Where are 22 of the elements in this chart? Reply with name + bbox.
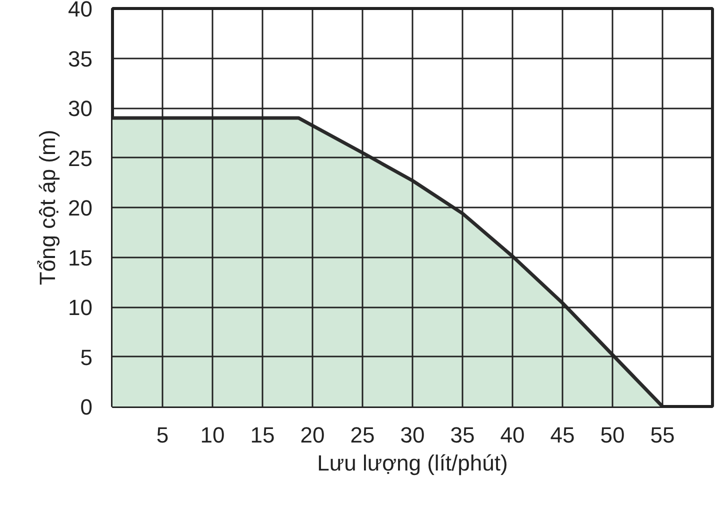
y-tick-label: 20 [68, 196, 93, 220]
y-tick-label: 35 [68, 46, 93, 72]
y-tick-label: 10 [68, 295, 93, 320]
x-tick-label: 5 [156, 422, 169, 448]
x-tick-label: 45 [550, 422, 575, 448]
x-tick-label: 25 [350, 422, 375, 448]
x-tick-label: 30 [400, 422, 425, 448]
x-tick-label: 40 [500, 422, 525, 448]
y-tick-label: 5 [80, 344, 93, 370]
x-axis-title: Lưu lượng (lít/phút) [317, 450, 508, 476]
y-tick-label: 30 [68, 96, 93, 121]
y-axis-title: Tổng cột áp (m) [35, 130, 60, 286]
y-tick-label: 40 [68, 0, 93, 22]
x-tick-label: 15 [250, 422, 275, 448]
y-tick-label: 15 [68, 245, 93, 270]
x-tick-label: 20 [300, 422, 325, 448]
y-tick-label: 25 [68, 146, 93, 171]
x-tick-label: 10 [200, 422, 225, 448]
x-tick-label: 50 [600, 422, 625, 448]
x-tick-label: 55 [650, 422, 675, 448]
y-tick-label: 0 [80, 394, 93, 420]
x-tick-label: 35 [450, 422, 475, 448]
